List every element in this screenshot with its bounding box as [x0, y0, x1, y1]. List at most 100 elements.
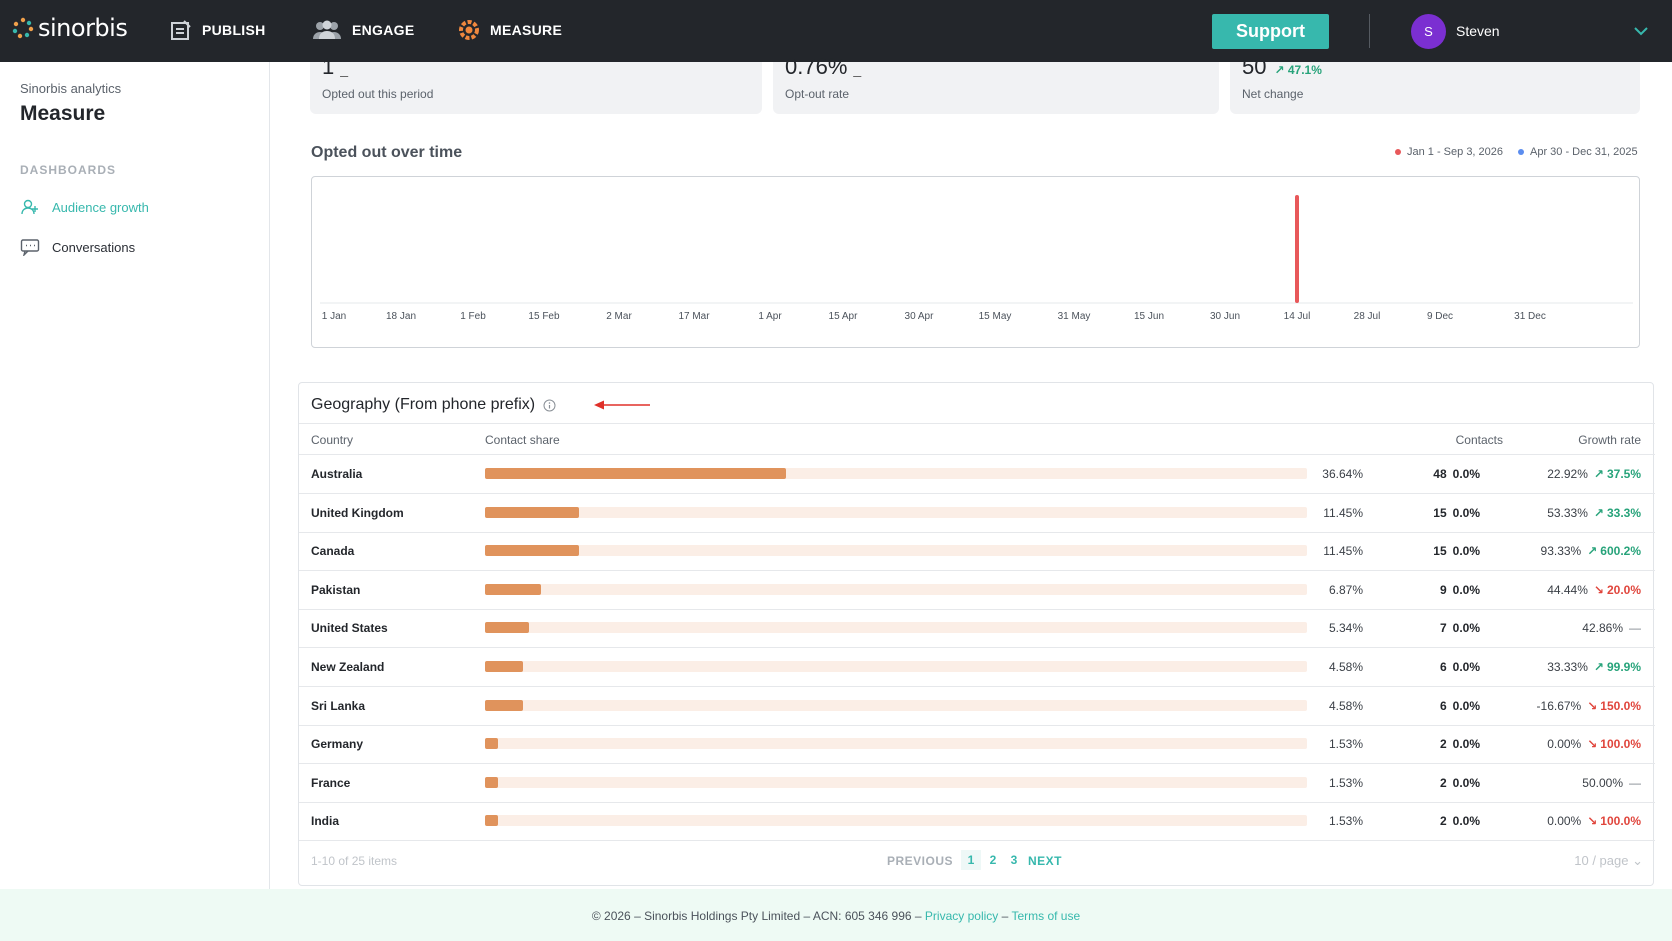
page-3-button[interactable]: 3 [1010, 853, 1018, 867]
trend-down-icon: ↘ [1587, 814, 1598, 829]
stat-value-wrap: 1 _ [322, 54, 348, 80]
share-bar-track [485, 661, 1307, 672]
trend-down-icon: ↘ [1593, 582, 1604, 597]
header-contacts[interactable]: Contacts [1455, 433, 1503, 447]
next-page-button[interactable]: NEXT [1028, 854, 1063, 868]
row-share: 11.45% [1323, 544, 1363, 559]
sidebar-section-label: DASHBOARDS [20, 163, 117, 177]
chevron-down-icon[interactable] [1632, 22, 1650, 40]
row-trend: — [1629, 776, 1641, 790]
row-trend-value: — [1629, 621, 1641, 636]
opted-out-chart: 1 Jan 18 Jan 1 Feb 15 Feb 2 Mar 17 Mar 1 Apr 15… [311, 176, 1640, 348]
previous-page-button[interactable]: PREVIOUS [887, 854, 954, 868]
row-contacts-pct: 0.0% [1452, 660, 1480, 674]
geography-title-wrap: Geography (From phone prefix) [311, 396, 556, 414]
support-button[interactable]: Support [1212, 14, 1329, 49]
row-trend: — [1629, 621, 1641, 635]
x-tick-label: 15 May [979, 311, 1012, 322]
share-bar-track [485, 506, 1307, 518]
row-contacts: 6 [1439, 660, 1447, 674]
share-bar-track [485, 815, 1307, 827]
sidebar-item-audience-growth[interactable]: Audience growth [20, 198, 149, 216]
chart-bar[interactable] [1295, 195, 1299, 303]
row-trend-value: 100.0% [1600, 814, 1641, 829]
row-contacts-pct: 0.0% [1452, 698, 1480, 713]
row-growth-wrap: 42.86% — [1582, 621, 1641, 635]
info-icon[interactable] [543, 399, 556, 412]
user-name[interactable]: Steven [1456, 23, 1500, 39]
share-bar-fill [485, 661, 523, 672]
footer: © 2026 – Sinorbis Holdings Pty Limited –… [0, 889, 1672, 941]
x-tick-label: 15 Apr [829, 311, 859, 322]
x-tick-label: 2 Mar [606, 311, 632, 322]
page-1-button[interactable]: 1 [961, 850, 981, 870]
sidebar-item-conversations[interactable]: Conversations [20, 238, 135, 256]
row-trend-value: 600.2% [1600, 544, 1641, 559]
x-tick-label: 28 Jul [1354, 311, 1381, 322]
header-growth-rate[interactable]: Growth rate [1578, 433, 1641, 447]
header-contact-share[interactable]: Contact share [485, 433, 560, 447]
main-content: 1 _ Opted out this period 0.76% _ Opt-ou… [270, 54, 1672, 889]
row-growth-wrap: 0.00% ↘ 100.0% [1547, 814, 1641, 828]
row-contacts-pct: 0.0% [1452, 737, 1480, 752]
stat-suffix: _ [340, 61, 349, 77]
row-growth: -16.67% [1536, 698, 1582, 713]
page-size-label: 10 / page [1574, 853, 1629, 868]
row-trend-value: 99.9% [1606, 660, 1641, 674]
row-share: 4.58% [1328, 698, 1363, 713]
page-2-button[interactable]: 2 [989, 853, 997, 867]
page-size-select[interactable]: 10 / page ⌄ [1574, 853, 1643, 869]
row-growth-wrap: 50.00% — [1582, 776, 1641, 790]
share-bar-fill [485, 545, 580, 557]
row-contacts-wrap: 6 0.0% [1440, 699, 1480, 713]
row-trend-value: 100.0% [1600, 737, 1641, 752]
nav-engage[interactable]: ENGAGE [310, 18, 414, 42]
row-contacts-wrap: 7 0.0% [1440, 621, 1480, 635]
row-growth-wrap: 33.33% ↗ 99.9% [1547, 660, 1641, 674]
x-tick-label: 1 Feb [460, 311, 486, 322]
table-row: United Kingdom 11.45% 15 0.0% 53.33% ↗ 33.3% [299, 494, 1655, 533]
row-contacts: 2 [1439, 737, 1447, 752]
x-tick-label: 31 May [1058, 311, 1091, 322]
publish-icon [168, 18, 194, 42]
avatar[interactable]: S [1411, 14, 1446, 49]
legend-item-current[interactable]: Jan 1 - Sep 3, 2026 [1395, 146, 1503, 158]
row-trend: ↗ 33.3% [1594, 506, 1641, 520]
legend-item-previous[interactable]: Apr 30 - Dec 31, 2025 [1518, 146, 1638, 158]
footer-copyright: © 2026 – Sinorbis Holdings Pty Limited –… [591, 909, 922, 923]
nav-publish[interactable]: PUBLISH [168, 18, 266, 42]
share-bar-fill [485, 583, 542, 595]
stat-card-opt-out-rate: 0.76% _ Opt-out rate [773, 54, 1219, 114]
legend-dot [1518, 149, 1524, 155]
row-country: Sri Lanka [311, 698, 366, 713]
pagination: 1-10 of 25 items PREVIOUS 1 2 3 NEXT 10 … [299, 840, 1655, 880]
brand-logo[interactable]: sinorbis [12, 14, 128, 42]
table-row: Canada 11.45% 15 0.0% 93.33% ↗ 600.2% [299, 532, 1655, 572]
share-bar-fill [485, 815, 498, 827]
geography-title: Geography (From phone prefix) [311, 396, 536, 413]
legend-label: Jan 1 - Sep 3, 2026 [1407, 146, 1504, 158]
row-contacts-wrap: 15 0.0% [1433, 506, 1480, 520]
privacy-policy-link[interactable]: Privacy policy [924, 909, 999, 923]
x-tick-label: 17 Mar [678, 311, 710, 322]
row-growth-wrap: 53.33% ↗ 33.3% [1547, 506, 1641, 520]
row-contacts: 48 [1433, 467, 1447, 481]
logo-icon [12, 17, 34, 39]
share-bar-track [485, 622, 1307, 634]
row-contacts-pct: 0.0% [1452, 544, 1480, 559]
header-country[interactable]: Country [311, 433, 354, 447]
row-growth-wrap: 93.33% ↗ 600.2% [1541, 544, 1641, 558]
geography-card: Geography (From phone prefix) Country Co… [298, 382, 1655, 886]
share-bar-track [485, 545, 1307, 557]
sidebar-item-label: Conversations [52, 239, 136, 255]
row-growth: 42.86% [1582, 621, 1623, 636]
terms-of-use-link[interactable]: Terms of use [1011, 909, 1081, 923]
sidebar-item-label: Audience growth [52, 199, 149, 215]
share-bar-fill [485, 622, 529, 634]
row-growth: 0.00% [1547, 737, 1582, 752]
row-growth-wrap: -16.67% ↘ 150.0% [1537, 699, 1641, 713]
row-contacts-pct: 0.0% [1452, 467, 1480, 481]
row-share: 1.53% [1328, 775, 1363, 790]
row-contacts-pct: 0.0% [1452, 775, 1480, 790]
nav-measure[interactable]: MEASURE [456, 18, 562, 42]
